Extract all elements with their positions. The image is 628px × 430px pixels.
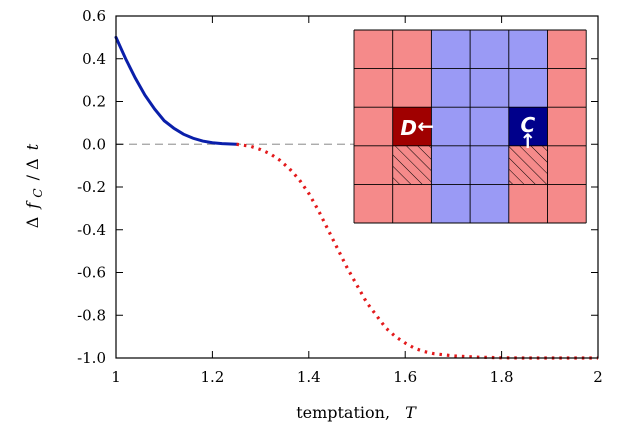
lattice-cell [354, 145, 393, 185]
lattice-cell [431, 145, 471, 185]
x-tick-label: 1.6 [393, 368, 417, 386]
lattice-cell [392, 68, 432, 108]
y-tick-label: 0.4 [82, 50, 106, 68]
lattice-cell [547, 184, 587, 223]
lattice-cell [470, 30, 509, 69]
lattice-cell [431, 107, 471, 146]
x-tick-label: 1.4 [297, 368, 321, 386]
series-layer [114, 35, 598, 360]
y-tick-label: -0.8 [77, 306, 106, 324]
lattice-cell [508, 68, 548, 108]
lattice-cell [547, 107, 587, 146]
series-line-dotted [236, 142, 598, 360]
lattice-cell [354, 68, 393, 108]
lattice-cell [547, 145, 587, 185]
lattice-cell [354, 107, 393, 146]
y-axis-title-delta: Δ [23, 217, 42, 229]
lattice-cell [431, 184, 471, 223]
series-line-solid [114, 35, 238, 146]
lattice-cell [470, 184, 509, 223]
lattice-cell [547, 68, 587, 108]
x-axis-title: temptation, T [296, 403, 417, 422]
y-tick-label: 0.2 [82, 93, 106, 111]
ticks-layer: 1 1.2 1.4 1.6 1.8 2 0.6 0.4 0.2 0.0 -0.2 -0.4 -0.6 -0… [77, 7, 603, 386]
cooperator-label: C [520, 113, 535, 137]
x-tick-label: 2 [593, 368, 603, 386]
lattice-cell [392, 30, 432, 69]
lattice-cell-hatch [508, 145, 548, 185]
y-tick-label: 0.6 [82, 7, 106, 25]
lattice-cell [470, 68, 509, 108]
lattice-cell [508, 107, 548, 146]
lattice-cell [431, 30, 471, 69]
lattice-cell [470, 145, 509, 185]
x-tick-label: 1 [111, 368, 121, 386]
lattice-cell [431, 68, 471, 108]
y-tick-label: -0.4 [77, 221, 106, 239]
inset-lattice: D ← C↑ [353, 29, 587, 224]
y-tick-label: -0.2 [77, 178, 106, 196]
defector-arrow: ← [417, 114, 434, 138]
lattice-cell [354, 30, 393, 69]
y-axis-title: Δ f C / Δ t [23, 143, 46, 228]
y-tick-label: -1.0 [77, 349, 106, 367]
y-tick-label: -0.6 [77, 264, 106, 282]
y-axis-title-t: t [23, 143, 42, 150]
lattice-cell [392, 107, 432, 146]
y-axis-title-rest: / Δ [23, 158, 42, 180]
lattice-cell [508, 30, 548, 69]
x-axis-title-text: temptation, [296, 403, 390, 422]
defector-label: D [400, 116, 417, 140]
lattice-cell [354, 184, 393, 223]
y-tick-label: 0.0 [82, 135, 106, 153]
lattice-cell-hatch [392, 145, 432, 185]
y-axis-title-sub: C [31, 188, 45, 197]
x-tick-label: 1.8 [490, 368, 514, 386]
lattice-cell [508, 184, 548, 223]
lattice-cell [547, 30, 587, 69]
lattice-cell [392, 184, 432, 223]
lattice-cell [470, 107, 509, 146]
x-tick-label: 1.2 [200, 368, 224, 386]
x-axis-title-symbol: T [405, 403, 417, 422]
cooperator-arrow: ↑ [519, 129, 536, 153]
y-axis-title-f: f [23, 200, 42, 210]
